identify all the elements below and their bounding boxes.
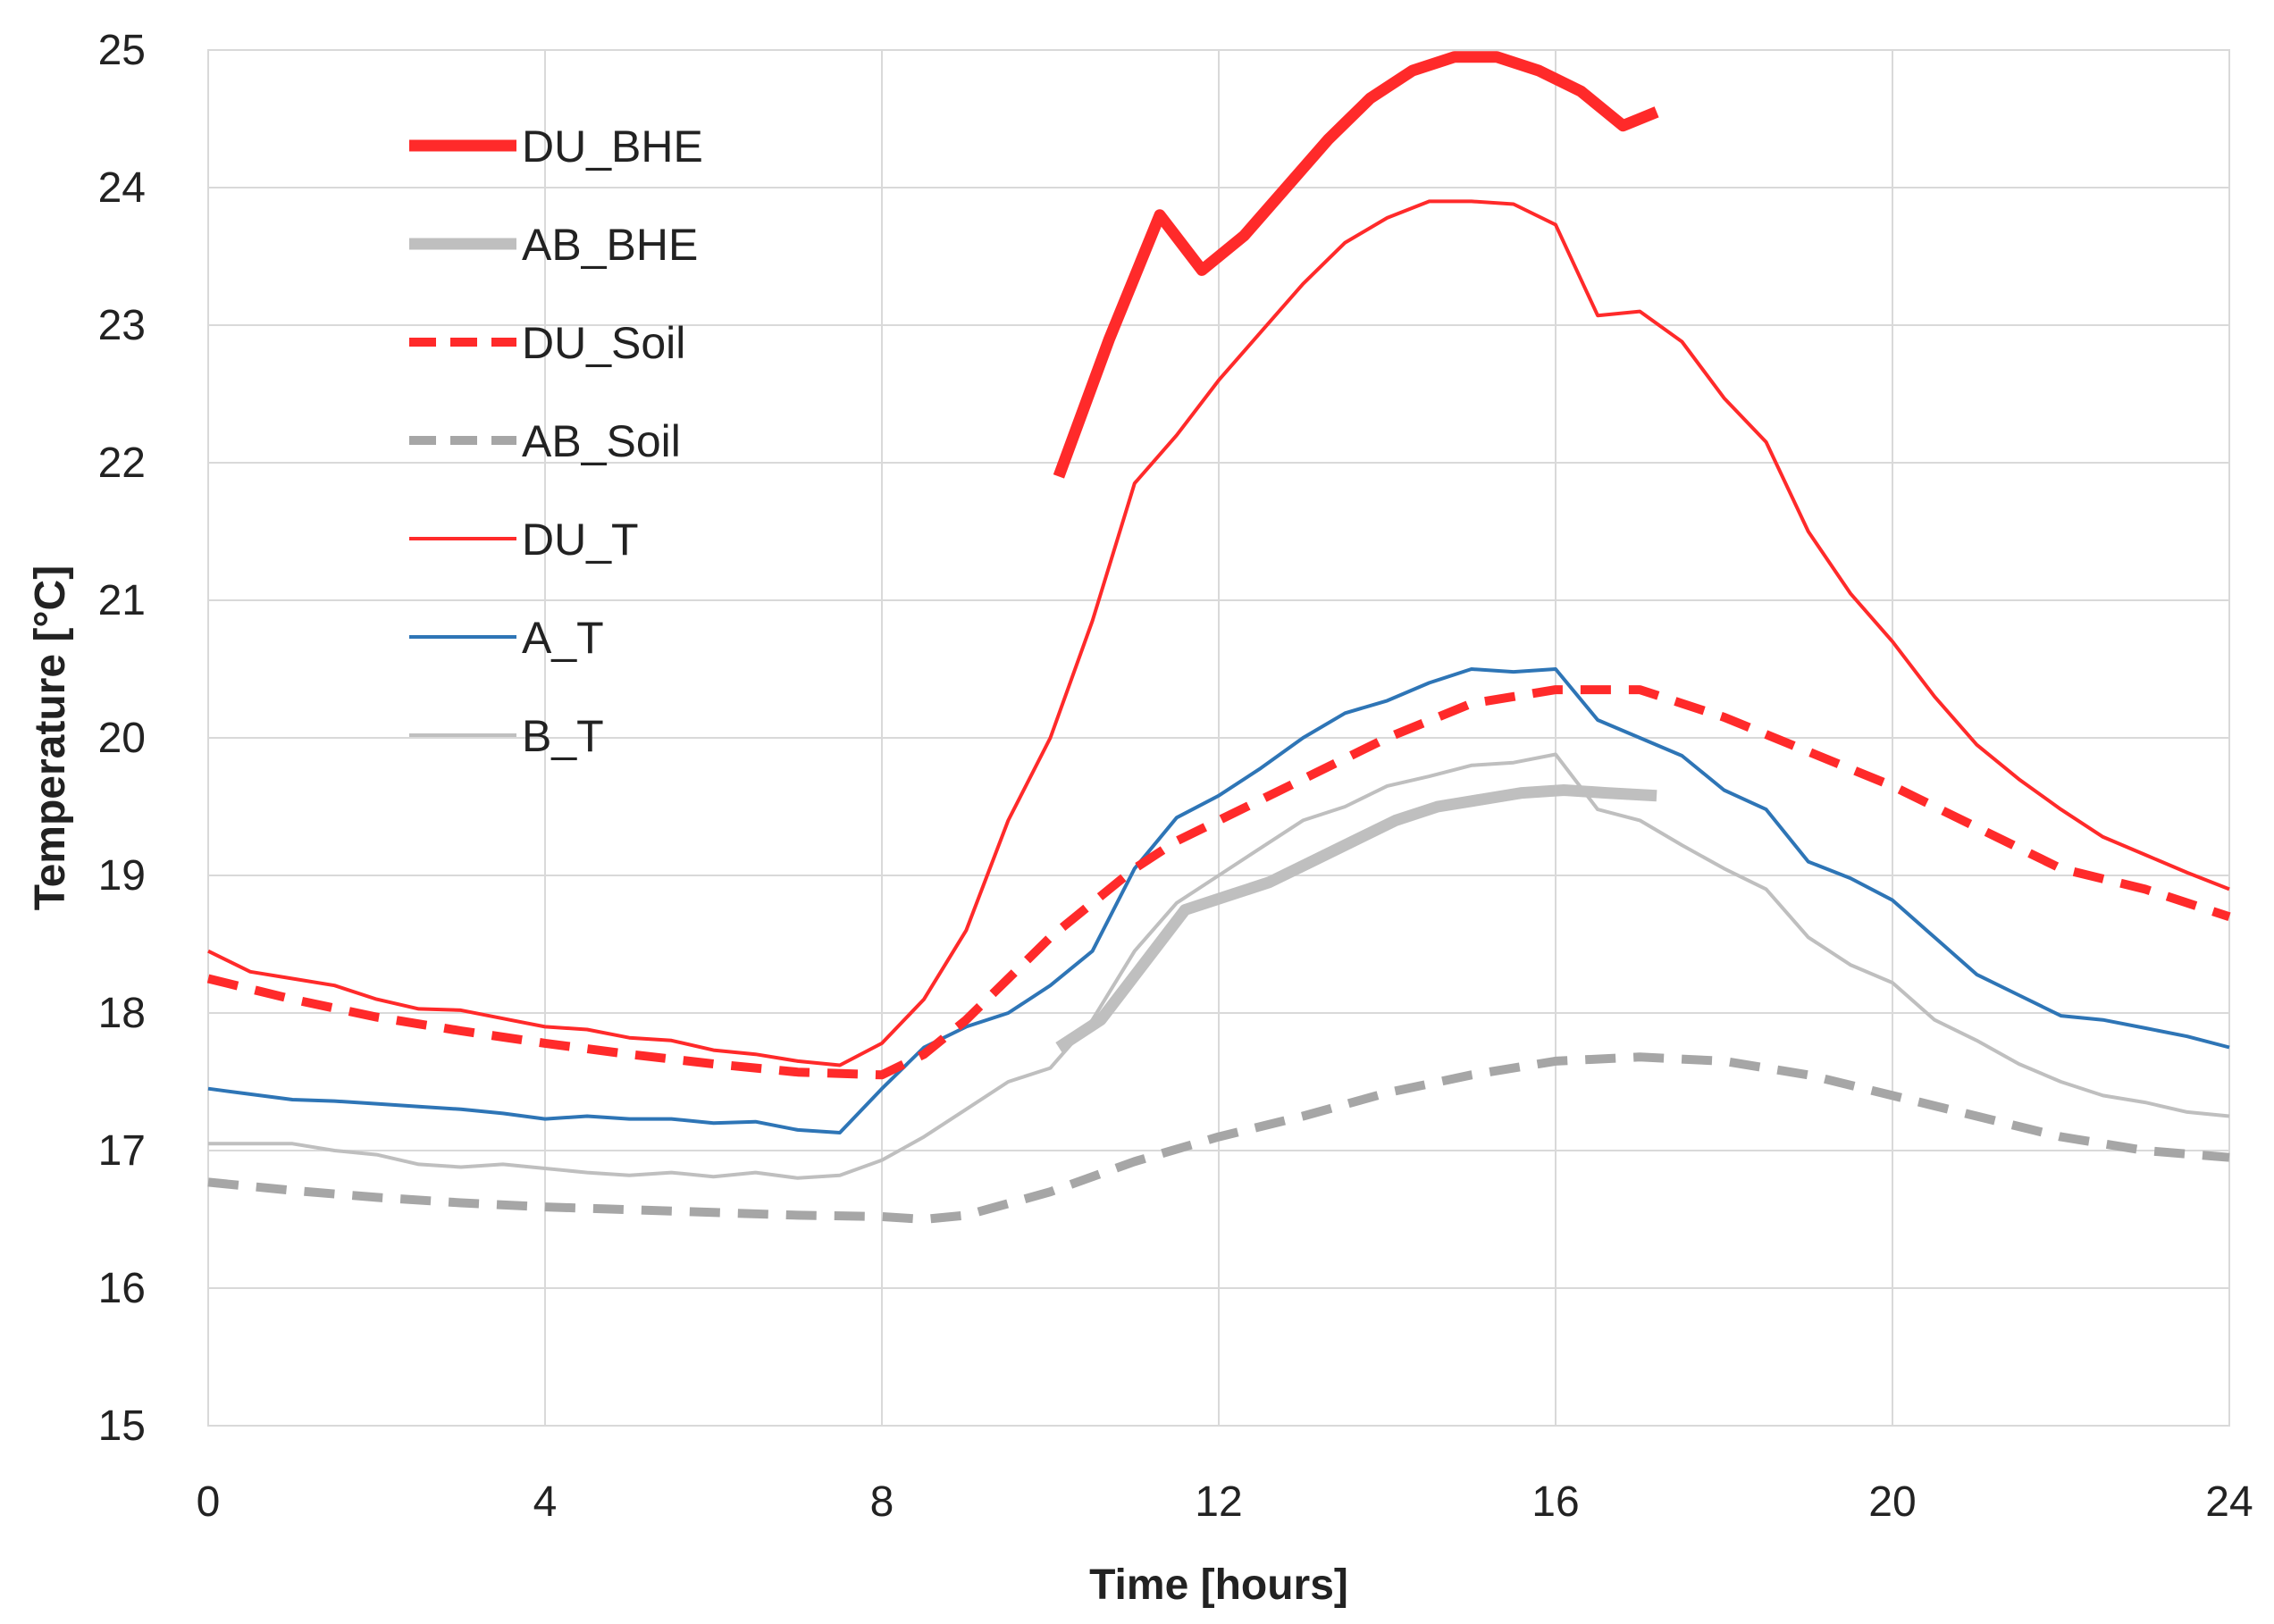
y-tick-label-20: 20 xyxy=(98,715,146,762)
series-line-ab-soil xyxy=(207,1052,2230,1224)
x-tick-label-24: 24 xyxy=(2205,1478,2253,1526)
series-line-a-t xyxy=(207,667,2230,1134)
x-tick-label-8: 8 xyxy=(870,1478,894,1526)
series-layer xyxy=(206,51,2231,1224)
x-tick-label-16: 16 xyxy=(1531,1478,1579,1526)
y-axis-title: Temperature [°C] xyxy=(27,565,74,910)
y-tick-label-25: 25 xyxy=(98,27,146,74)
legend-label-ab-bhe: AB_BHE xyxy=(522,220,698,270)
y-tick-label-24: 24 xyxy=(98,164,146,212)
y-tick-label-22: 22 xyxy=(98,439,146,487)
x-axis-tick-labels: 0 4 8 12 16 20 24 xyxy=(197,1478,2253,1526)
series-line-du-soil xyxy=(206,685,2231,1080)
legend-label-a-t: A_T xyxy=(522,613,604,663)
x-tick-label-0: 0 xyxy=(197,1478,221,1526)
y-tick-label-17: 17 xyxy=(98,1127,146,1175)
y-tick-label-23: 23 xyxy=(98,302,146,349)
plot-area xyxy=(207,49,2230,1427)
series-line-du-bhe xyxy=(1053,51,1659,479)
legend-label-du-t: DU_T xyxy=(522,515,639,565)
x-tick-label-4: 4 xyxy=(533,1478,558,1526)
series-line-ab-bhe xyxy=(1055,784,1657,1052)
legend-label-du-bhe: DU_BHE xyxy=(522,121,703,172)
series-line-du-t xyxy=(207,199,2230,1067)
y-tick-label-21: 21 xyxy=(98,577,146,624)
series-line-b-t xyxy=(208,752,2230,1180)
x-axis-title: Time [hours] xyxy=(1089,1561,1348,1609)
legend-label-ab-soil: AB_Soil xyxy=(522,416,681,466)
x-tick-label-12: 12 xyxy=(1195,1478,1242,1526)
legend-label-du-soil: DU_Soil xyxy=(522,318,685,368)
y-tick-label-15: 15 xyxy=(98,1402,146,1450)
y-tick-label-19: 19 xyxy=(98,852,146,900)
y-tick-label-18: 18 xyxy=(98,990,146,1037)
y-tick-label-16: 16 xyxy=(98,1265,146,1312)
legend-label-b-t: B_T xyxy=(522,711,604,761)
y-axis-tick-labels: 15 16 17 18 19 20 21 22 23 24 25 xyxy=(98,27,146,1450)
legend: DU_BHE AB_BHE DU_Soil AB_Soil DU_T A_T B_T xyxy=(409,121,703,761)
x-tick-label-20: 20 xyxy=(1868,1478,1916,1526)
